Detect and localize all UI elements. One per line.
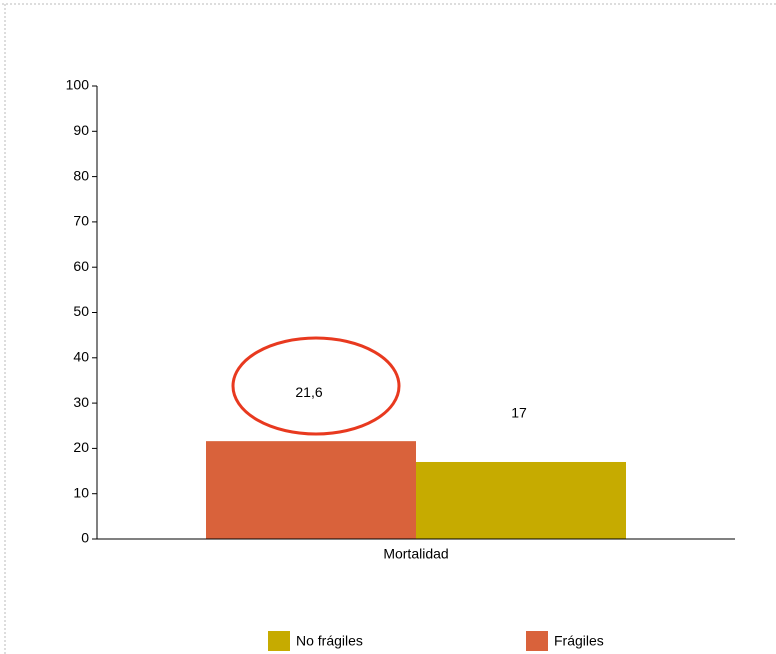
y-tick-label: 70 <box>73 213 89 229</box>
annotation-circle <box>231 336 401 436</box>
legend-swatch <box>268 631 290 651</box>
y-tick-label: 60 <box>73 258 89 274</box>
bar <box>416 461 626 539</box>
legend-label: No frágiles <box>296 633 363 649</box>
bar <box>206 441 416 539</box>
y-tick-label: 100 <box>66 77 90 93</box>
value-label: 17 <box>511 405 527 421</box>
value-label: 21,6 <box>295 384 322 400</box>
y-tick-label: 10 <box>73 484 89 500</box>
y-tick-label: 90 <box>73 122 89 138</box>
y-tick-label: 30 <box>73 394 89 410</box>
legend-label: Frágiles <box>554 633 604 649</box>
y-tick-label: 50 <box>73 303 89 319</box>
y-tick-label: 20 <box>73 439 89 455</box>
y-tick-label: 40 <box>73 349 89 365</box>
legend-swatch <box>526 631 548 651</box>
y-tick-label: 80 <box>73 167 89 183</box>
y-tick-label: 0 <box>81 530 89 546</box>
x-tick-label: Mortalidad <box>383 546 448 562</box>
